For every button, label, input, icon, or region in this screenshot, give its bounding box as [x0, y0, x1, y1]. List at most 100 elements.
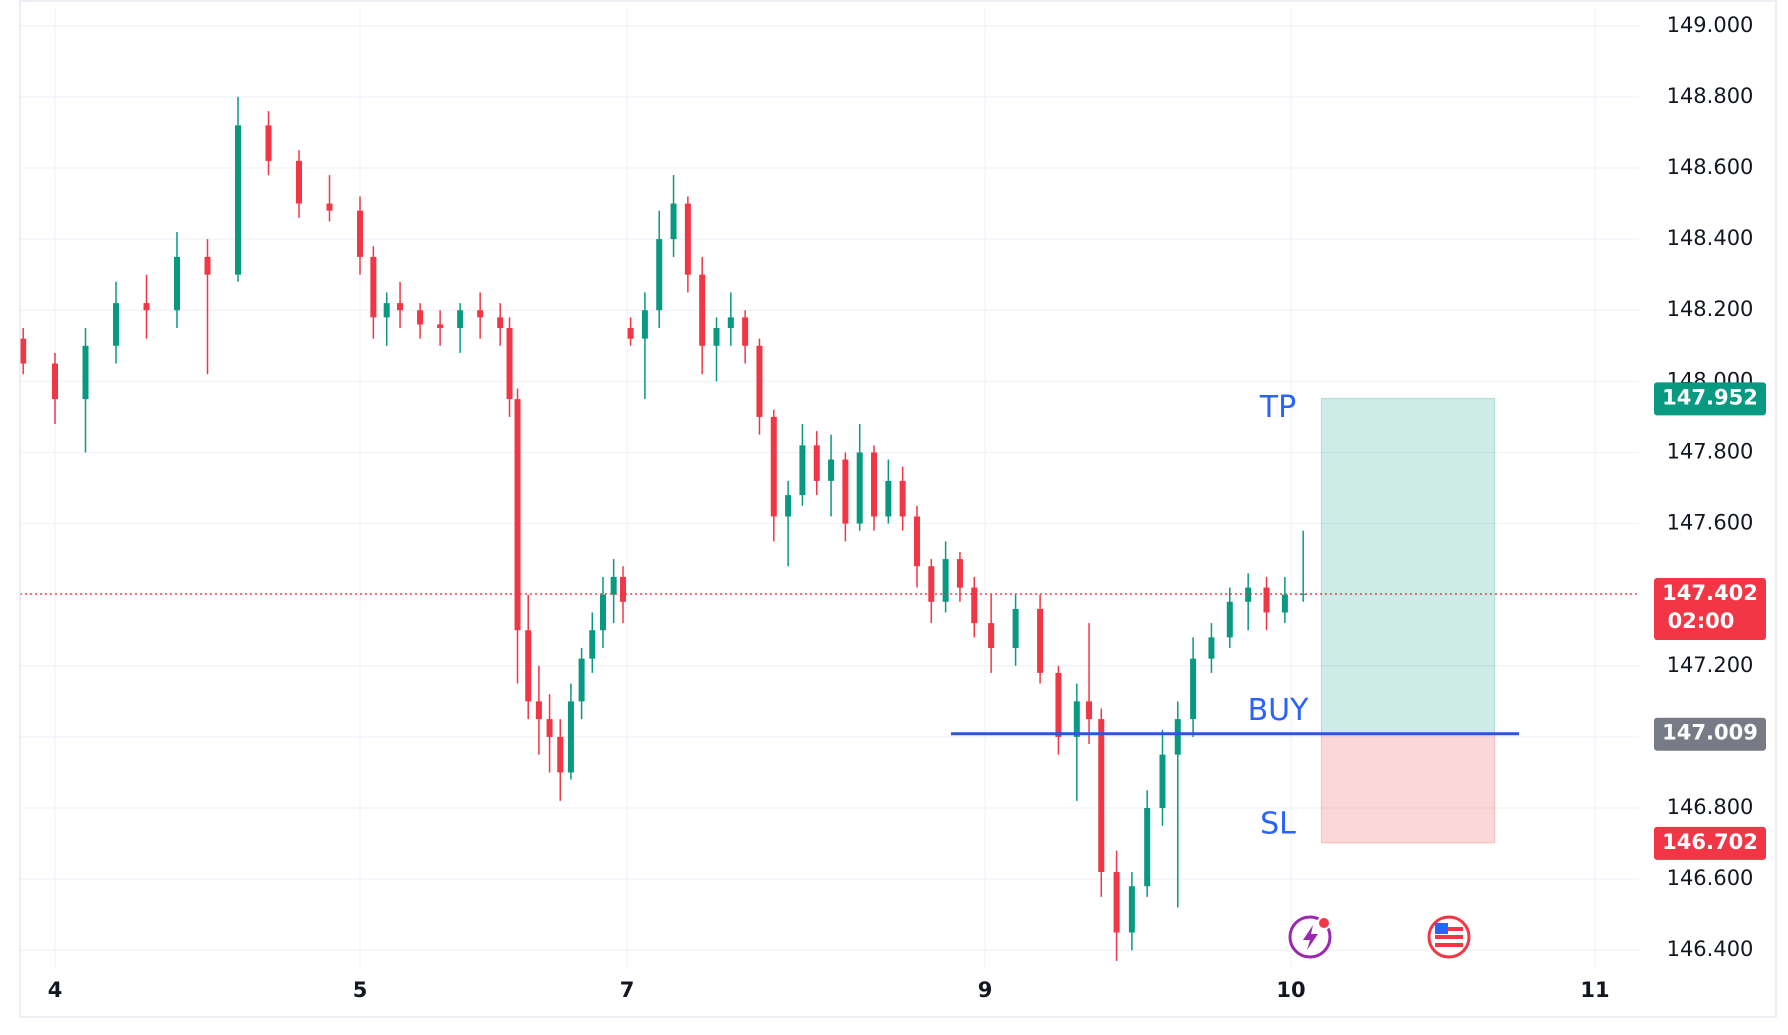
candle-body: [871, 452, 878, 517]
y-tick-label: 148.600: [1667, 155, 1754, 179]
y-tick-label: 147.600: [1667, 511, 1754, 535]
candle-body: [589, 630, 596, 659]
y-tick-label: 146.800: [1667, 795, 1754, 819]
candle-body: [971, 587, 978, 624]
candle-body: [397, 303, 404, 311]
candle-body: [713, 328, 720, 346]
candle-body: [326, 203, 333, 211]
candle-body: [113, 303, 119, 346]
candle-body: [856, 452, 863, 524]
candle-body: [627, 328, 634, 339]
candle-body: [1113, 872, 1120, 933]
countdown: 02:00: [1668, 609, 1735, 633]
candle-body: [813, 445, 820, 481]
y-tick-label: 146.400: [1667, 937, 1754, 961]
candle-body: [525, 630, 532, 702]
candle-body: [143, 303, 150, 311]
candle-body: [174, 256, 180, 311]
candle-body: [497, 317, 504, 328]
candle-body: [296, 160, 302, 204]
price-tag-label: 147.402: [1662, 581, 1758, 605]
candle-body: [437, 324, 444, 328]
candle-body: [417, 310, 424, 325]
y-tick-label: 148.400: [1667, 226, 1754, 250]
candle-body: [742, 317, 749, 346]
candle-body: [514, 399, 521, 631]
buy-label: BUY: [1248, 693, 1310, 728]
candle-body: [1128, 886, 1135, 933]
candle-body: [457, 310, 464, 328]
candle-body: [770, 416, 777, 517]
candle-body: [942, 559, 949, 602]
candle-body: [756, 345, 763, 417]
x-tick-label: 11: [1580, 978, 1609, 1002]
candle-body: [988, 623, 995, 648]
candle-body: [727, 317, 734, 328]
candle-body: [506, 328, 513, 400]
candle-body: [1208, 637, 1215, 659]
candle-body: [235, 125, 241, 275]
x-tick-label: 10: [1276, 978, 1305, 1002]
candle-body: [913, 516, 920, 567]
candle-body: [20, 338, 27, 364]
candle-body: [610, 576, 617, 595]
candle-body: [1300, 593, 1307, 595]
candle-body: [684, 203, 691, 275]
y-tick-label: 147.800: [1667, 439, 1754, 463]
take-profit-zone: [1320, 397, 1496, 735]
candle-body: [204, 256, 211, 275]
plot: 146.400146.600146.800147.000147.200147.4…: [20, 8, 1766, 1002]
candle-body: [383, 303, 390, 318]
candle-body: [535, 701, 542, 720]
candle-body: [557, 736, 564, 773]
candle-body: [357, 210, 363, 257]
y-tick-label: 148.800: [1667, 84, 1754, 108]
y-tick-label: 147.200: [1667, 653, 1754, 677]
candle-body: [567, 701, 574, 773]
us-flag-icon[interactable]: [1427, 915, 1471, 959]
candle-body: [656, 239, 663, 311]
candle-body: [699, 274, 706, 346]
candle-body: [641, 310, 648, 339]
candle-body: [899, 480, 906, 517]
candle-body: [370, 256, 377, 318]
candle-body: [928, 566, 935, 602]
y-tick-label: 148.200: [1667, 297, 1754, 321]
candle-body: [1263, 587, 1270, 613]
price-tag: [1654, 717, 1766, 751]
candle-body: [842, 459, 849, 524]
candle-body: [578, 658, 585, 702]
candle-body: [1055, 672, 1062, 737]
candle-body: [785, 495, 792, 517]
sl-label: SL: [1260, 806, 1296, 841]
price-tag: [1654, 382, 1766, 416]
candle-body: [52, 363, 58, 400]
candle-body: [265, 125, 272, 161]
price-tag-label: 147.009: [1662, 721, 1758, 745]
candle-body: [546, 719, 553, 737]
candle-body: [1012, 608, 1019, 648]
candle-body: [1226, 601, 1233, 638]
alert-icon[interactable]: [1288, 915, 1332, 959]
candle-body: [82, 345, 89, 400]
price-tag-label: 147.952: [1662, 385, 1758, 409]
x-tick-label: 7: [620, 978, 635, 1002]
candle-body: [885, 480, 892, 517]
candle-body: [619, 576, 626, 602]
candle-body: [1144, 808, 1151, 887]
candle-body: [1098, 719, 1105, 872]
x-tick-label: 9: [978, 978, 993, 1002]
candle-body: [1073, 701, 1080, 737]
price-tag-label: 146.702: [1662, 830, 1758, 854]
candle-body: [956, 559, 963, 588]
x-tick-label: 5: [353, 978, 368, 1002]
candle-body: [1281, 594, 1288, 613]
candle-body: [799, 445, 806, 496]
candle-body: [1159, 754, 1166, 808]
candle-body: [599, 594, 606, 631]
price-tag: [1654, 826, 1766, 860]
tp-label: TP: [1259, 390, 1296, 425]
candle-body: [1037, 608, 1044, 673]
y-tick-label: 149.000: [1667, 13, 1754, 37]
